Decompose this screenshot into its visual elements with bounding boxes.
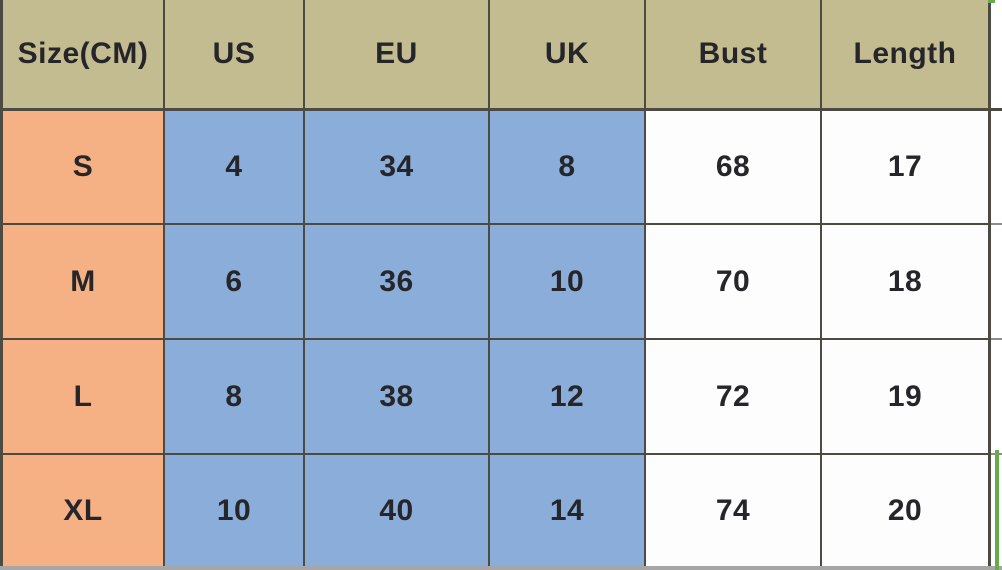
length-cell: 20: [822, 455, 991, 568]
column-header-eu: EU: [305, 0, 490, 111]
column-header-uk: UK: [490, 0, 646, 111]
column-header-length: Length: [822, 0, 991, 111]
column-header-size: Size(CM): [0, 0, 165, 111]
bust-cell: 74: [646, 455, 822, 568]
bust-cell: 72: [646, 340, 822, 455]
bust-cell: 70: [646, 225, 822, 340]
eu-cell: 36: [305, 225, 490, 340]
size-cell: S: [0, 111, 165, 225]
bottom-edge-line: [0, 566, 1002, 570]
column-header-us: US: [165, 0, 305, 111]
size-cell: L: [0, 340, 165, 455]
uk-cell: 8: [490, 111, 646, 225]
eu-cell: 38: [305, 340, 490, 455]
us-cell: 6: [165, 225, 305, 340]
size-cell: XL: [0, 455, 165, 568]
eu-cell: 34: [305, 111, 490, 225]
green-corner-artifact: [988, 0, 995, 3]
right-margin: [991, 225, 1002, 340]
right-margin: [991, 111, 1002, 225]
us-cell: 10: [165, 455, 305, 568]
bust-cell: 68: [646, 111, 822, 225]
right-margin: [991, 340, 1002, 455]
eu-cell: 40: [305, 455, 490, 568]
green-border-artifact: [995, 450, 999, 570]
uk-cell: 14: [490, 455, 646, 568]
column-header-bust: Bust: [646, 0, 822, 111]
length-cell: 18: [822, 225, 991, 340]
size-cell: M: [0, 225, 165, 340]
uk-cell: 10: [490, 225, 646, 340]
length-cell: 17: [822, 111, 991, 225]
length-cell: 19: [822, 340, 991, 455]
us-cell: 4: [165, 111, 305, 225]
us-cell: 8: [165, 340, 305, 455]
uk-cell: 12: [490, 340, 646, 455]
right-margin: [991, 0, 1002, 111]
